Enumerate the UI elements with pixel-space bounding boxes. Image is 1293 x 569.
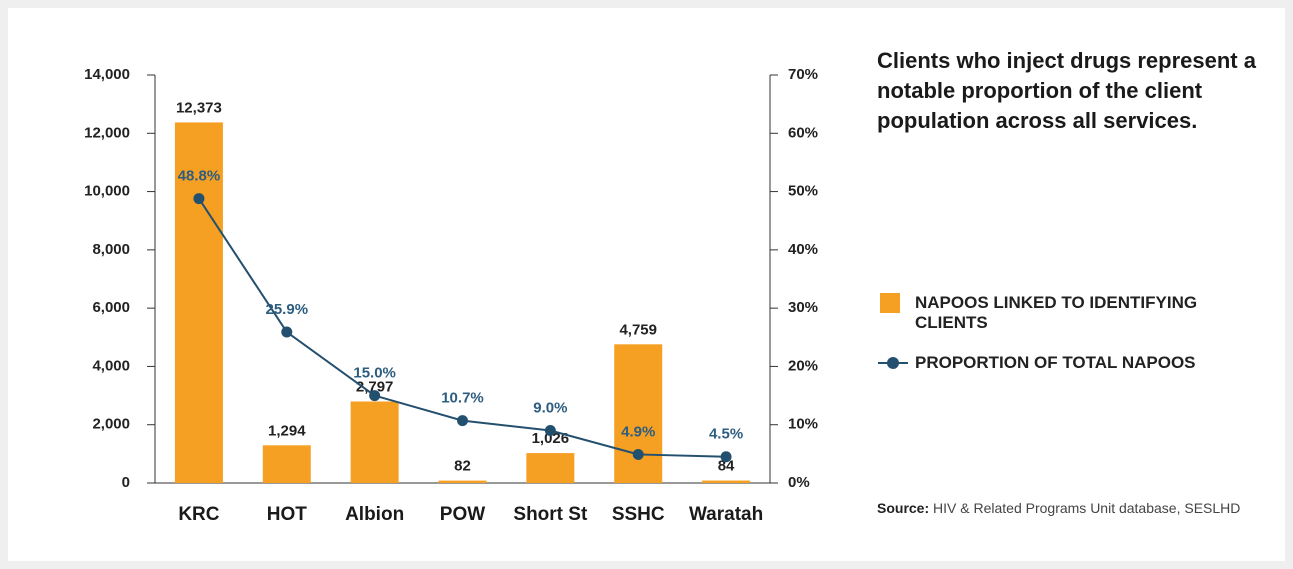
legend-swatch [887,357,899,369]
bar-value-label: 12,373 [176,99,222,116]
y-tick-label: 6,000 [92,299,130,316]
y2-tick-label: 30% [788,299,818,316]
line-point [193,193,205,205]
line-value-label: 4.9% [621,423,655,440]
legend-label: NAPOOS LINKED TO IDENTIFYING CLIENTS [915,293,1198,332]
legend-swatch [880,293,900,313]
bar [702,480,751,483]
y-tick-label: 14,000 [84,66,130,83]
x-tick-label: HOT [267,504,308,525]
bar-value-label: 1,026 [532,430,570,447]
line-point [632,448,644,460]
line-point [281,326,293,338]
line-value-label: 9.0% [533,400,567,417]
x-tick-label: Albion [345,504,404,525]
bar [350,401,399,483]
source: Source: HIV & Related Programs Unit data… [877,500,1277,517]
bar [614,344,663,483]
bar [438,480,487,483]
line-point [720,451,732,463]
y2-tick-label: 50% [788,183,818,200]
bar [526,453,575,483]
y-tick-label: 12,000 [84,124,130,141]
bar [262,445,311,483]
line-value-label: 4.5% [709,426,743,443]
y-tick-label: 8,000 [92,241,130,258]
x-tick-label: SSHC [612,504,665,525]
y-tick-label: 0 [122,474,130,491]
line-value-label: 10.7% [441,390,484,407]
line-value-label: 25.9% [266,301,309,318]
y2-tick-label: 40% [788,241,818,258]
source-text: HIV & Related Programs Unit database, SE… [933,500,1241,516]
y2-tick-label: 70% [788,66,818,83]
bar [174,122,223,483]
y-tick-label: 10,000 [84,183,130,200]
y2-tick-label: 60% [788,124,818,141]
legend-label: PROPORTION OF TOTAL NAPOOS [915,353,1196,372]
x-tick-label: Short St [513,504,588,525]
bar-value-label: 82 [454,458,471,475]
line-value-label: 15.0% [353,365,396,382]
y-tick-label: 4,000 [92,357,130,374]
line-point [369,390,381,402]
bar-value-label: 84 [718,458,735,475]
x-tick-label: KRC [178,504,219,525]
y-tick-label: 2,000 [92,416,130,433]
bar-value-label: 1,294 [268,422,306,439]
y2-tick-label: 0% [788,474,810,491]
line-point [544,425,556,437]
annotation: Clients who inject drugs represent a not… [877,48,1256,133]
source-label: Source: [877,500,930,516]
x-tick-label: Waratah [689,504,763,525]
x-tick-label: POW [440,504,485,525]
line-point [457,415,468,427]
line-value-label: 48.8% [178,168,221,185]
bar-value-label: 4,759 [619,321,657,338]
y2-tick-label: 20% [788,357,818,374]
bar-value-label: 2,797 [356,378,394,395]
y2-tick-label: 10% [788,416,818,433]
